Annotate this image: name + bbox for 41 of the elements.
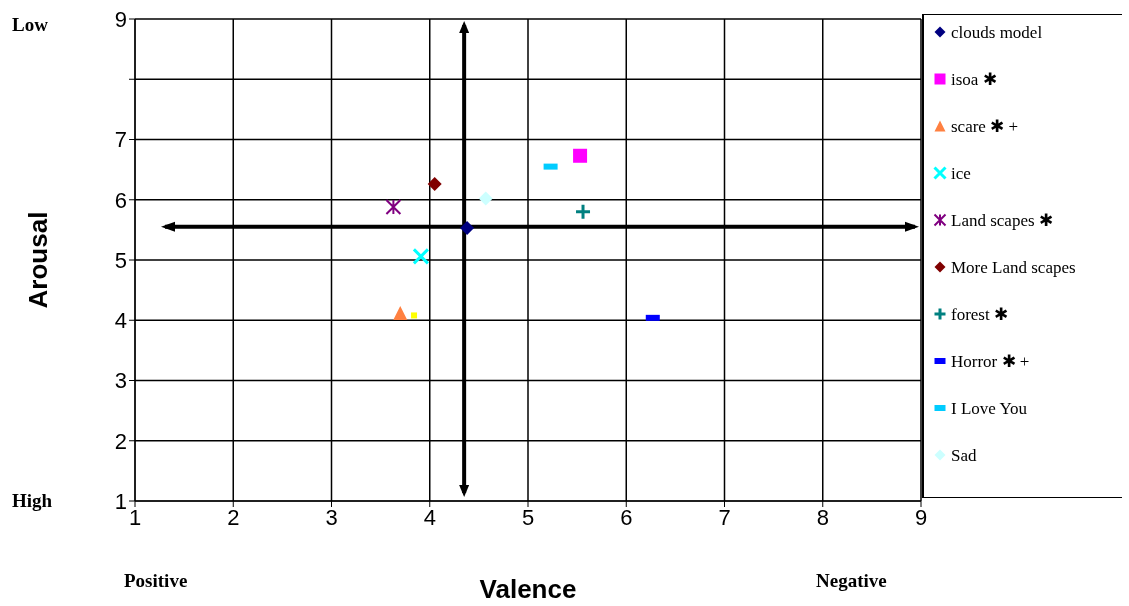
y-tick-label: 6 bbox=[114, 187, 127, 213]
text: Negative bbox=[816, 570, 887, 592]
point bbox=[478, 191, 493, 206]
x-tick-label: 8 bbox=[816, 504, 829, 530]
x-tick-label: 6 bbox=[620, 504, 633, 530]
point bbox=[574, 203, 592, 221]
point bbox=[385, 198, 402, 215]
point bbox=[573, 148, 588, 163]
text: Low bbox=[12, 14, 48, 36]
legend-label: Land scapes ✱ bbox=[951, 210, 1054, 232]
y-axis-title: Arousal bbox=[23, 211, 54, 309]
y-tick-label: 1 bbox=[114, 488, 127, 514]
legend-label: Horror ✱ + bbox=[951, 351, 1031, 373]
x-tick-label: 5 bbox=[521, 504, 535, 530]
point bbox=[393, 306, 408, 321]
point bbox=[411, 312, 418, 319]
x-tick-label: 3 bbox=[325, 504, 338, 530]
x-tick-label: 9 bbox=[914, 504, 928, 530]
legend-label: ice bbox=[951, 163, 972, 185]
x-tick-label: 4 bbox=[423, 504, 436, 530]
legend-label: More Land scapes bbox=[951, 257, 1077, 279]
legend-label: forest ✱ bbox=[951, 304, 1009, 326]
legend-label: I Love You bbox=[951, 398, 1029, 420]
legend-label: Sad bbox=[951, 445, 978, 467]
y-tick-label: 3 bbox=[114, 368, 127, 394]
y-tick-label: 7 bbox=[114, 127, 127, 153]
x-axis-title: Valence bbox=[479, 574, 577, 604]
point bbox=[427, 177, 442, 192]
y-tick-label: 9 bbox=[114, 6, 127, 32]
y-tick-label: 4 bbox=[114, 308, 127, 334]
x-tick-label: 7 bbox=[718, 504, 731, 530]
y-tick-label: 5 bbox=[114, 247, 127, 273]
y-tick-label: 2 bbox=[114, 428, 127, 454]
legend-label: isoa ✱ bbox=[951, 69, 998, 91]
point bbox=[460, 221, 475, 236]
text: Positive bbox=[124, 570, 188, 592]
legend-label: clouds model bbox=[951, 22, 1044, 44]
x-tick-label: 2 bbox=[227, 504, 240, 530]
legend-label: scare ✱ + bbox=[951, 116, 1019, 138]
text: High bbox=[12, 490, 53, 512]
point bbox=[412, 247, 430, 265]
